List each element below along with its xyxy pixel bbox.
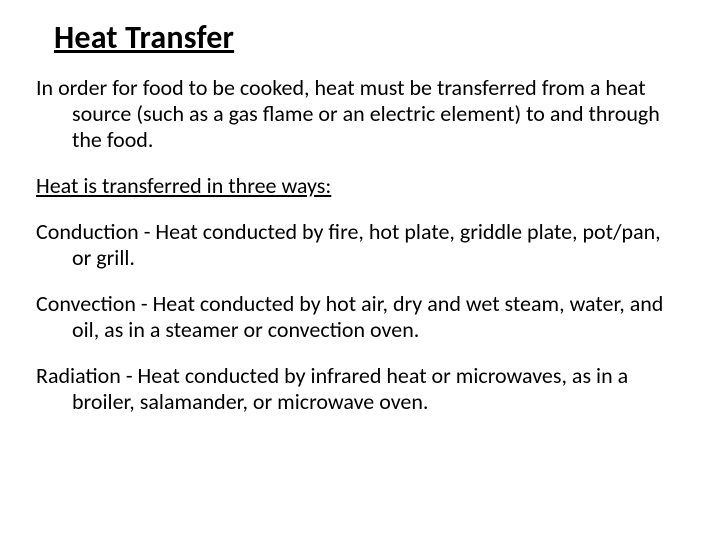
method-convection: Convection - Heat conducted by hot air, … (36, 291, 684, 343)
slide: Heat Transfer In order for food to be co… (0, 0, 720, 540)
body-content: In order for food to be cooked, heat mus… (36, 75, 684, 415)
method-radiation: Radiation - Heat conducted by infrared h… (36, 363, 684, 415)
page-title: Heat Transfer (54, 18, 684, 57)
intro-paragraph: In order for food to be cooked, heat mus… (36, 75, 684, 153)
subheading: Heat is transferred in three ways: (36, 173, 684, 199)
method-conduction: Conduction - Heat conducted by fire, hot… (36, 219, 684, 271)
